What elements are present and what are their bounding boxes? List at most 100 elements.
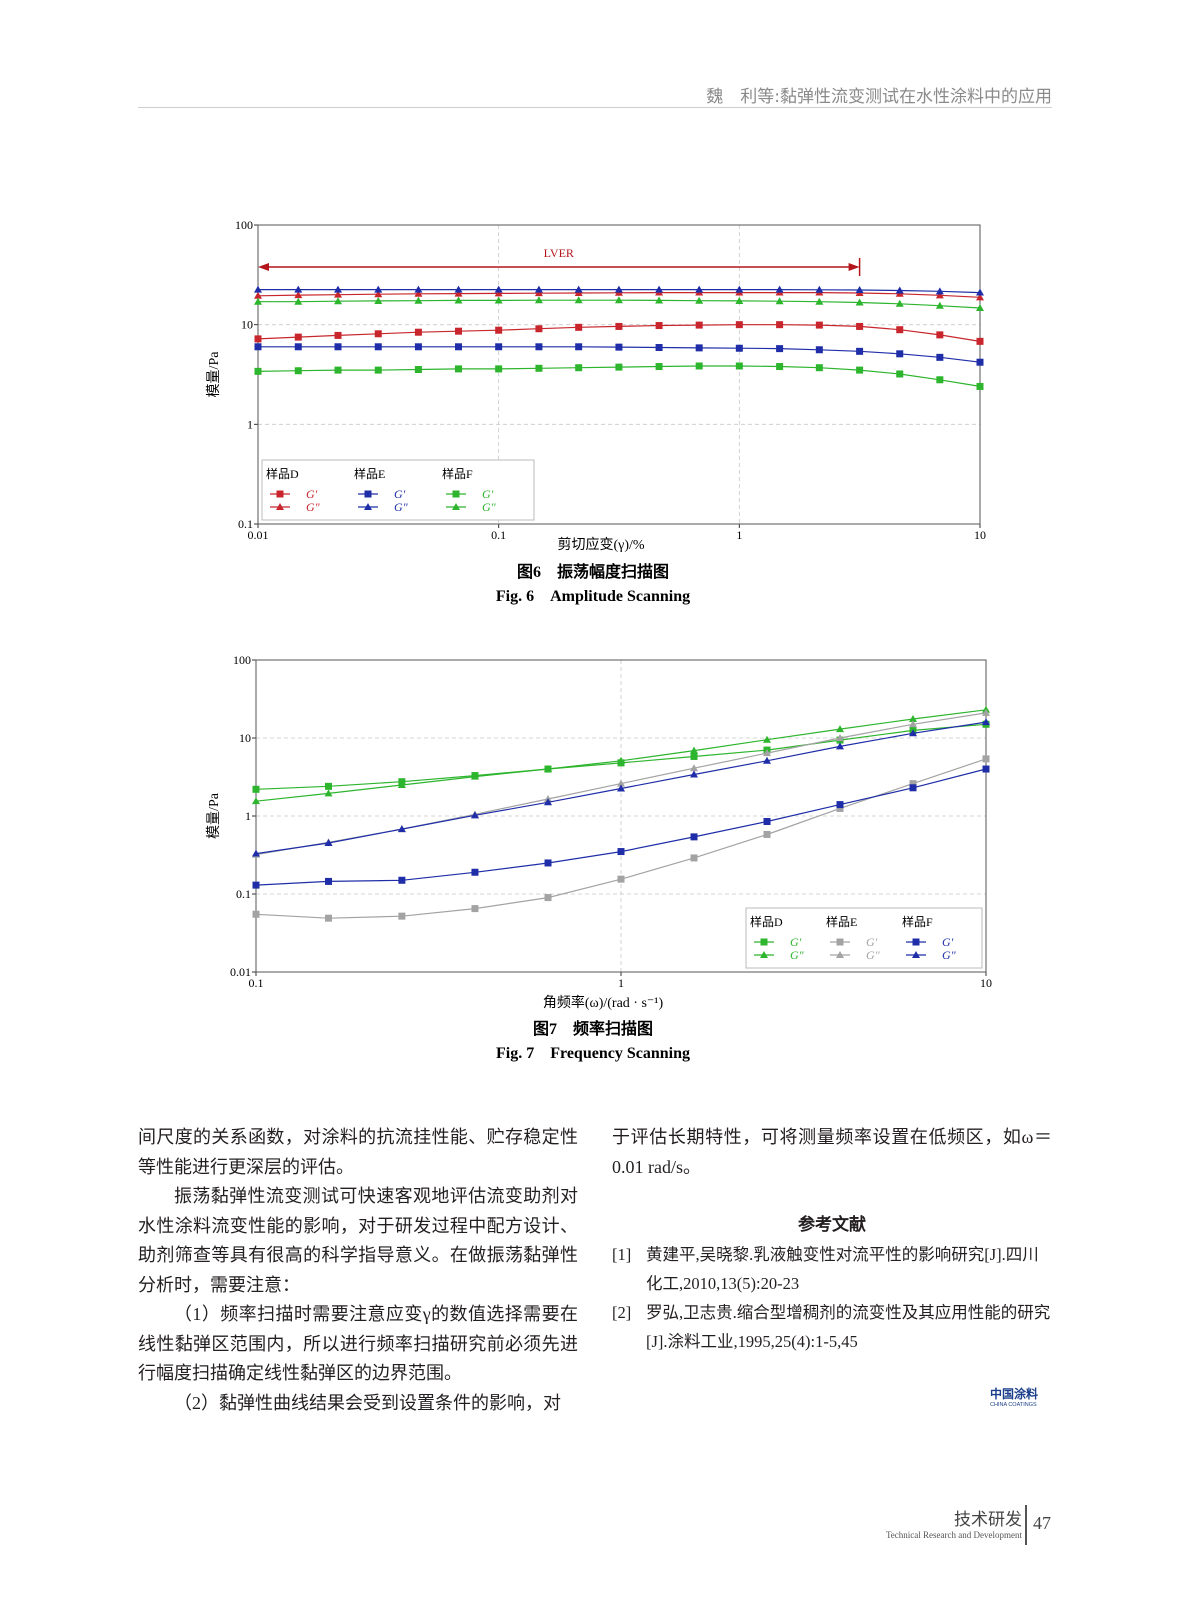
marker bbox=[855, 298, 864, 306]
marker bbox=[976, 293, 984, 301]
marker bbox=[294, 291, 303, 299]
y-tick-label: 100 bbox=[235, 218, 253, 232]
marker bbox=[414, 365, 422, 373]
marker bbox=[294, 367, 302, 375]
paragraph: （2）黏弹性曲线结果会受到设置条件的影响，对 bbox=[174, 1392, 561, 1413]
marker bbox=[815, 321, 823, 329]
marker bbox=[617, 875, 625, 883]
reference: [1] 黄建平,吴晓黎.乳液触变性对流平性的影响研究[J].四川化工,2010,1… bbox=[612, 1240, 1052, 1298]
marker bbox=[614, 285, 623, 293]
marker bbox=[615, 363, 623, 371]
marker bbox=[398, 876, 406, 884]
marker bbox=[334, 331, 342, 339]
marker bbox=[775, 297, 784, 305]
marker bbox=[760, 951, 768, 958]
marker bbox=[655, 363, 663, 371]
legend-label: G" bbox=[866, 948, 881, 962]
marker bbox=[976, 303, 984, 311]
y-tick-label: 10 bbox=[239, 731, 251, 745]
legend-group: 样品E bbox=[354, 466, 385, 481]
y-tick-label: 0.1 bbox=[238, 517, 253, 531]
marker bbox=[856, 366, 864, 374]
marker bbox=[775, 285, 784, 293]
marker bbox=[374, 290, 383, 298]
reference-number: [2] bbox=[612, 1303, 632, 1322]
marker bbox=[254, 291, 262, 299]
arrowhead bbox=[258, 263, 269, 271]
marker bbox=[695, 296, 704, 304]
marker bbox=[690, 854, 698, 862]
marker bbox=[452, 503, 460, 510]
marker bbox=[695, 321, 703, 329]
marker bbox=[544, 765, 553, 773]
marker bbox=[735, 285, 744, 293]
marker bbox=[856, 322, 864, 330]
marker bbox=[534, 296, 543, 304]
marker bbox=[763, 749, 772, 757]
marker bbox=[495, 365, 503, 373]
marker bbox=[896, 326, 904, 334]
marker bbox=[455, 365, 463, 373]
footer-section-en: Technical Research and Development bbox=[885, 1530, 1022, 1540]
marker bbox=[254, 297, 262, 305]
legend-label: G' bbox=[482, 487, 494, 501]
marker bbox=[936, 353, 944, 361]
marker bbox=[398, 912, 406, 920]
marker bbox=[936, 376, 944, 384]
marker bbox=[836, 951, 844, 958]
marker bbox=[690, 770, 699, 778]
annotation-text: LVER bbox=[544, 246, 574, 260]
marker bbox=[735, 344, 743, 352]
left-column: 间尺度的关系函数，对涂料的抗流挂性能、贮存稳定性等性能进行更深层的评估。 振荡黏… bbox=[138, 1123, 578, 1418]
x-tick-label: 1 bbox=[618, 976, 624, 990]
marker bbox=[535, 343, 543, 351]
marker bbox=[374, 285, 383, 293]
marker bbox=[655, 285, 664, 293]
caption-en: Fig. 6 Amplitude Scanning bbox=[496, 588, 690, 605]
footer-section-cn: 技术研发 bbox=[954, 1510, 1022, 1530]
legend-group: 样品D bbox=[750, 914, 783, 929]
paragraph: （1）频率扫描时需要注意应变γ的数值选择需要在线性黏弹区范围内，所以进行频率扫描… bbox=[138, 1304, 578, 1383]
marker bbox=[334, 290, 343, 298]
marker bbox=[374, 366, 382, 374]
header-rule bbox=[138, 107, 1052, 108]
footer-bar bbox=[1025, 1505, 1027, 1545]
marker bbox=[254, 335, 262, 343]
legend-box bbox=[745, 907, 983, 969]
marker bbox=[574, 285, 583, 293]
marker bbox=[909, 784, 917, 792]
marker bbox=[325, 914, 333, 922]
marker bbox=[252, 849, 260, 857]
references-title: 参考文献 bbox=[798, 1215, 866, 1234]
marker bbox=[776, 363, 784, 371]
marker bbox=[655, 296, 664, 304]
marker bbox=[615, 322, 623, 330]
marker bbox=[575, 364, 583, 372]
marker bbox=[836, 804, 844, 812]
marker bbox=[414, 296, 423, 304]
x-tick-label: 10 bbox=[980, 976, 992, 990]
marker bbox=[495, 326, 503, 334]
marker bbox=[374, 296, 383, 304]
logo-en: CHINA COATINGS bbox=[990, 1402, 1037, 1408]
marker bbox=[695, 285, 704, 293]
marker bbox=[294, 333, 302, 341]
y-axis-label: 模量/Pa bbox=[206, 351, 222, 398]
x-axis-label: 剪切应变(γ)/% bbox=[557, 536, 644, 553]
marker bbox=[695, 362, 703, 370]
reference-text: 罗弘,卫志贵.缩合型增稠剂的流变性及其应用性能的研究[J].涂料工业,1995,… bbox=[646, 1303, 1051, 1351]
marker bbox=[414, 285, 423, 293]
marker bbox=[544, 798, 553, 806]
marker bbox=[276, 490, 284, 498]
legend-label: G" bbox=[790, 948, 805, 962]
marker bbox=[909, 720, 918, 728]
logo-cn: 中国涂料 bbox=[990, 1387, 1039, 1401]
marker bbox=[836, 938, 844, 946]
marker bbox=[982, 708, 990, 716]
marker bbox=[690, 764, 699, 772]
marker bbox=[535, 325, 543, 333]
marker bbox=[414, 328, 422, 336]
caption-en: Fig. 7 Frequency Scanning bbox=[496, 1045, 690, 1062]
